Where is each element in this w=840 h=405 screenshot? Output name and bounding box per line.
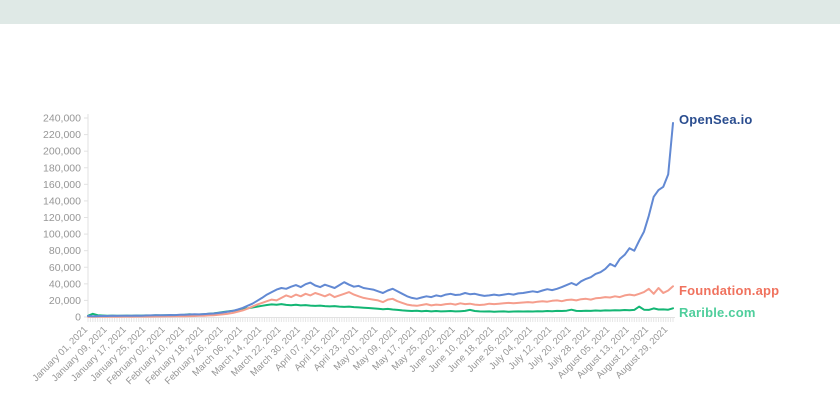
y-axis-tick-label: 240,000 xyxy=(43,113,81,125)
y-axis-tick-label: 120,000 xyxy=(43,212,81,224)
y-axis-tick-label: 200,000 xyxy=(43,146,81,158)
series-line-rarible-com[interactable] xyxy=(87,303,674,317)
y-axis-tick-label: 60,000 xyxy=(49,262,81,274)
series-line-foundation-app[interactable] xyxy=(87,285,674,318)
y-axis-tick-label: 40,000 xyxy=(49,278,81,290)
y-axis-tick-label: 160,000 xyxy=(43,179,81,191)
y-axis-tick-label: 100,000 xyxy=(43,229,81,241)
y-axis-tick-label: 20,000 xyxy=(49,295,81,307)
series-label-foundation: Foundation.app xyxy=(679,283,780,298)
series-line-opensea-io[interactable] xyxy=(87,122,674,318)
series-label-opensea: OpenSea.io xyxy=(679,112,753,127)
y-axis-tick-label: 80,000 xyxy=(49,245,81,257)
y-axis-tick-label: 180,000 xyxy=(43,162,81,174)
y-axis-tick-label: 0 xyxy=(75,312,81,324)
y-axis-tick-label: 140,000 xyxy=(43,195,81,207)
series-label-rarible: Rarible.com xyxy=(679,305,756,320)
x-axis-minor-ticks xyxy=(87,318,674,322)
y-axis-tick-label: 220,000 xyxy=(43,129,81,141)
top-banner xyxy=(0,0,840,24)
